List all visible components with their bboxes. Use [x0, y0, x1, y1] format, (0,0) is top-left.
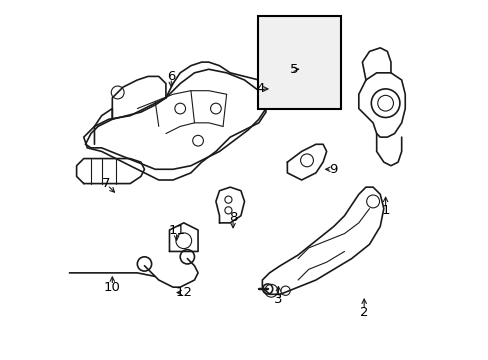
- Text: 9: 9: [328, 163, 337, 176]
- Text: 1: 1: [381, 204, 389, 217]
- Text: 4: 4: [256, 82, 264, 95]
- Text: 3: 3: [274, 293, 282, 306]
- Text: 10: 10: [103, 281, 121, 294]
- Text: 2: 2: [359, 306, 367, 319]
- Text: 12: 12: [176, 286, 193, 299]
- Text: 6: 6: [167, 70, 175, 83]
- Text: 8: 8: [228, 211, 237, 224]
- Text: 5: 5: [289, 63, 298, 76]
- Bar: [257, 16, 340, 109]
- Text: 11: 11: [168, 224, 185, 237]
- Text: 7: 7: [102, 177, 110, 190]
